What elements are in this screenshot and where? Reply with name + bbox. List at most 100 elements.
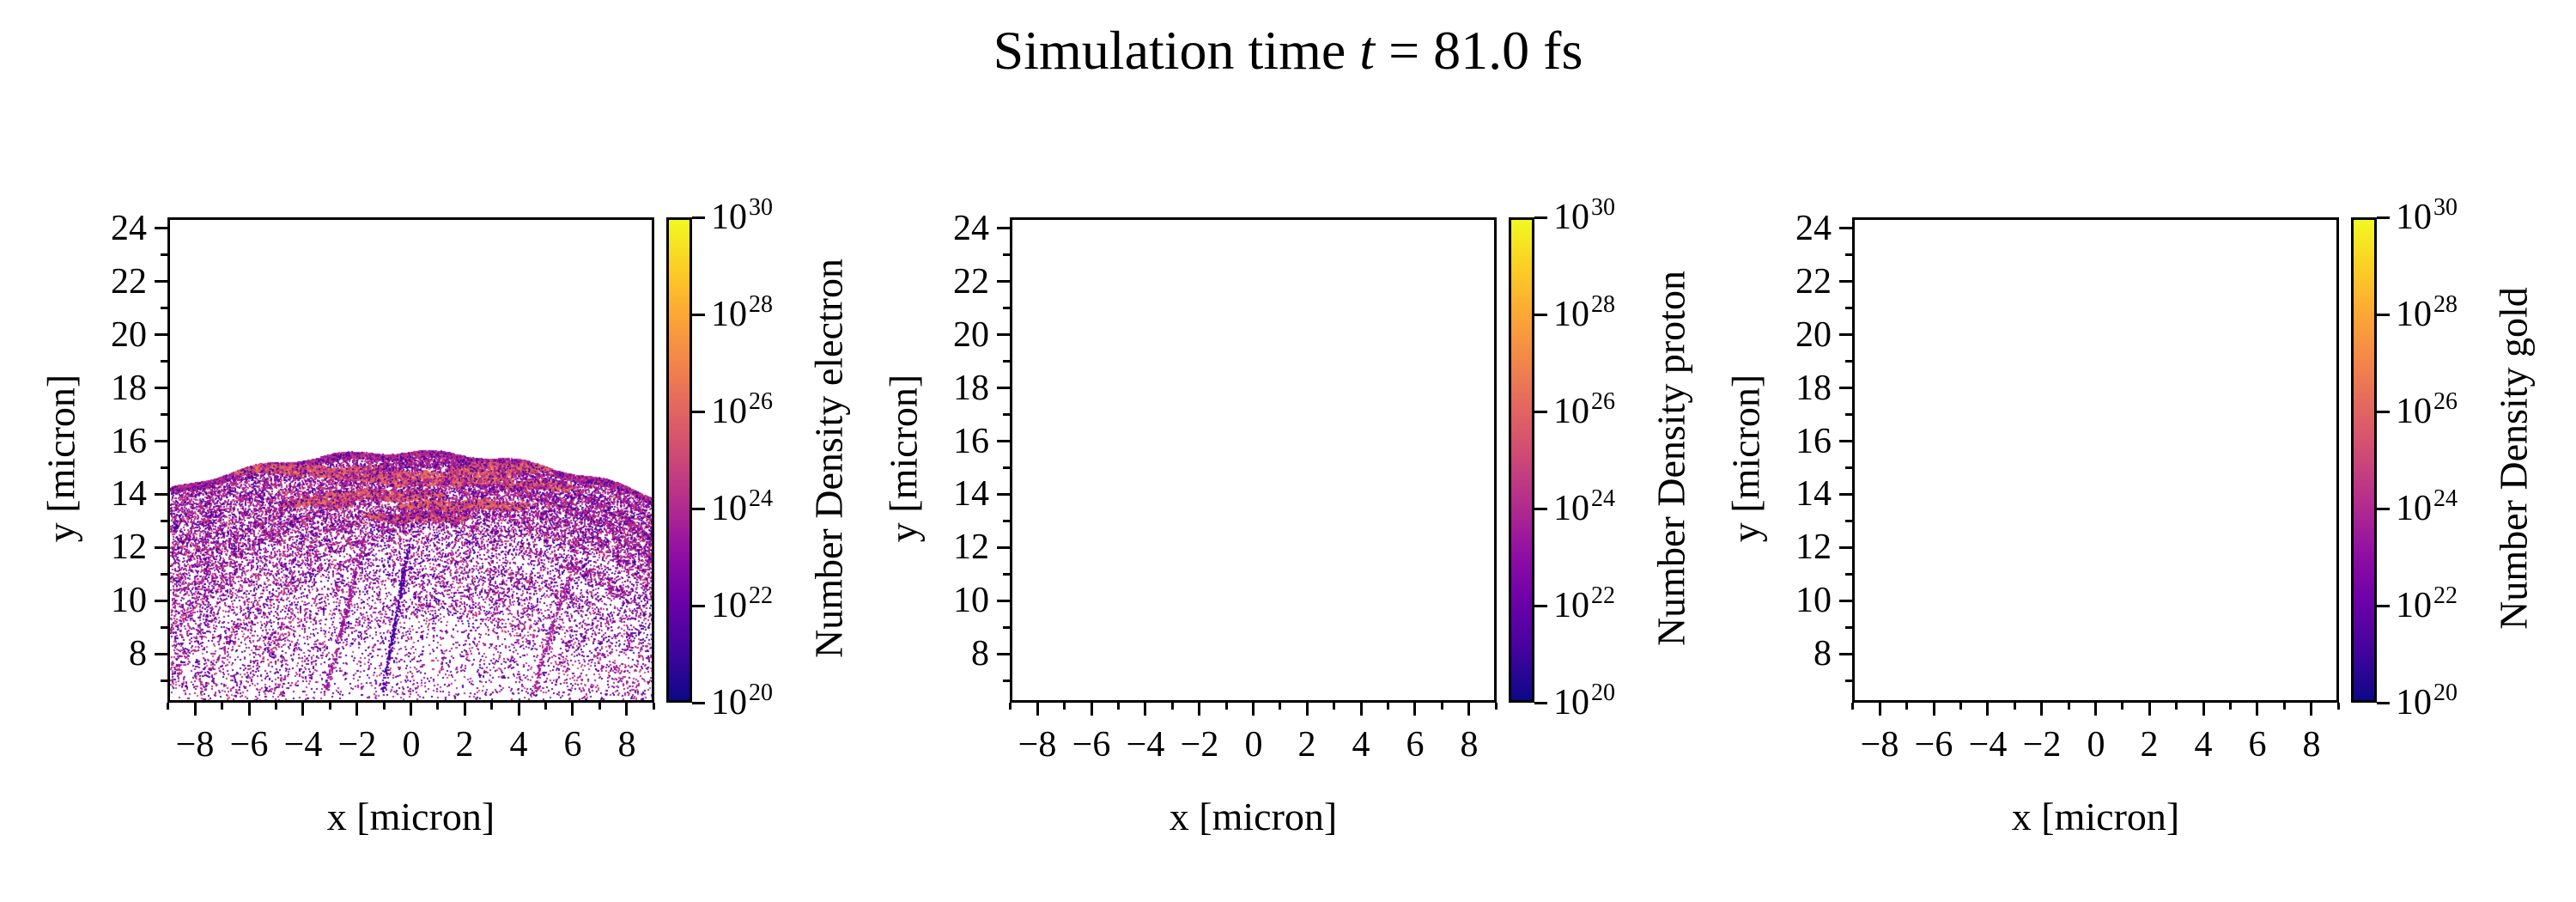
x-minor-tick <box>1117 703 1120 710</box>
x-minor-tick <box>1063 703 1066 710</box>
x-minor-tick <box>383 703 386 710</box>
x-major-tick <box>1933 703 1935 716</box>
x-major-tick <box>1879 703 1881 716</box>
colorbar-proton <box>1509 217 1534 703</box>
colorbar-tick-label: 1028 <box>711 291 773 334</box>
x-minor-tick <box>2068 703 2070 710</box>
y-major-tick <box>997 493 1010 496</box>
colorbar-label-proton: Number Density proton <box>1649 270 1693 646</box>
y-tick-label: 16 <box>953 422 989 461</box>
y-major-tick <box>997 546 1010 549</box>
x-tick-label: −8 <box>175 725 215 765</box>
x-minor-tick <box>1333 703 1335 710</box>
colorbar-tick <box>692 508 705 510</box>
y-minor-tick <box>1003 626 1010 629</box>
y-minor-tick <box>161 466 167 469</box>
x-tick-label: 0 <box>1244 725 1263 765</box>
x-minor-tick <box>2175 703 2178 710</box>
y-tick-label: 18 <box>953 369 989 408</box>
colorbar-tick-label: 1030 <box>711 194 773 237</box>
y-minor-tick <box>1845 680 1852 682</box>
colorbar-tick <box>1534 605 1547 607</box>
colorbar-tick-label: 1024 <box>1553 485 1615 528</box>
y-tick-label: 14 <box>953 474 989 514</box>
y-major-tick <box>155 440 167 442</box>
y-tick-label: 20 <box>1795 315 1832 355</box>
x-tick-label: 4 <box>2194 725 2213 765</box>
figure-title-variable: t <box>1359 20 1376 81</box>
colorbar-tick <box>2377 411 2390 413</box>
y-tick-label: 8 <box>129 634 147 673</box>
y-minor-tick <box>1845 520 1852 522</box>
y-major-tick <box>155 387 167 389</box>
y-tick-label: 18 <box>1795 369 1832 408</box>
plot-area-proton <box>1010 217 1497 703</box>
x-major-tick <box>1306 703 1309 716</box>
x-tick-label: 8 <box>2302 725 2321 765</box>
colorbar-tick <box>2377 508 2390 510</box>
x-tick-label: −2 <box>2022 725 2062 765</box>
y-minor-tick <box>1845 360 1852 363</box>
y-tick-label: 16 <box>1795 422 1832 461</box>
y-major-tick <box>155 280 167 283</box>
y-major-tick <box>155 653 167 655</box>
y-major-tick <box>1839 280 1852 283</box>
colorbar-tick <box>2377 702 2390 704</box>
x-tick-label: 4 <box>1352 725 1370 765</box>
x-major-tick <box>1198 703 1200 716</box>
y-major-tick <box>155 546 167 549</box>
x-minor-tick <box>167 703 169 710</box>
x-tick-label: 6 <box>2248 725 2267 765</box>
x-major-tick <box>2148 703 2151 716</box>
x-major-tick <box>625 703 628 716</box>
x-tick-label: 4 <box>509 725 528 765</box>
y-tick-label: 14 <box>1795 474 1832 514</box>
colorbar-tick-label: 1028 <box>2396 291 2458 334</box>
x-minor-tick <box>1279 703 1281 710</box>
colorbar-tick <box>692 314 705 316</box>
colorbar-label-gold: Number Density gold <box>2491 286 2536 630</box>
x-minor-tick <box>2337 703 2340 710</box>
colorbar-tick-label: 1030 <box>2396 194 2458 237</box>
y-major-tick <box>1839 546 1852 549</box>
y-minor-tick <box>1003 413 1010 416</box>
y-major-tick <box>997 280 1010 283</box>
y-tick-label: 8 <box>971 634 989 673</box>
colorbar-tick-label: 1024 <box>2396 485 2458 528</box>
x-minor-tick <box>490 703 493 710</box>
y-major-tick <box>997 653 1010 655</box>
x-minor-tick <box>2283 703 2286 710</box>
y-minor-tick <box>1003 253 1010 256</box>
x-tick-label: 2 <box>1297 725 1316 765</box>
x-minor-tick <box>2229 703 2232 710</box>
y-minor-tick <box>1003 680 1010 682</box>
y-minor-tick <box>1845 413 1852 416</box>
x-major-tick <box>301 703 304 716</box>
colorbar-tick <box>1534 216 1547 219</box>
y-major-tick <box>1839 600 1852 602</box>
x-major-tick <box>464 703 466 716</box>
figure-title-prefix: Simulation time <box>993 20 1360 81</box>
y-minor-tick <box>161 307 167 309</box>
colorbar-tick <box>2377 216 2390 219</box>
x-major-tick <box>1986 703 1989 716</box>
y-major-tick <box>155 493 167 496</box>
colorbar-tick-label: 1020 <box>1553 680 1615 722</box>
y-major-tick <box>997 227 1010 229</box>
y-major-tick <box>997 440 1010 442</box>
x-minor-tick <box>598 703 601 710</box>
x-major-tick <box>194 703 197 716</box>
x-major-tick <box>1413 703 1416 716</box>
y-tick-label: 20 <box>111 315 147 355</box>
x-minor-tick <box>2014 703 2016 710</box>
x-tick-label: −2 <box>337 725 377 765</box>
colorbar-tick-label: 1024 <box>711 485 773 528</box>
y-axis-label: y [micron] <box>1723 374 1768 542</box>
x-minor-tick <box>436 703 439 710</box>
y-minor-tick <box>1003 520 1010 522</box>
x-axis-label: x [micron] <box>1169 795 1338 838</box>
x-minor-tick <box>1905 703 1908 710</box>
y-tick-label: 12 <box>1795 527 1832 567</box>
y-major-tick <box>155 227 167 229</box>
